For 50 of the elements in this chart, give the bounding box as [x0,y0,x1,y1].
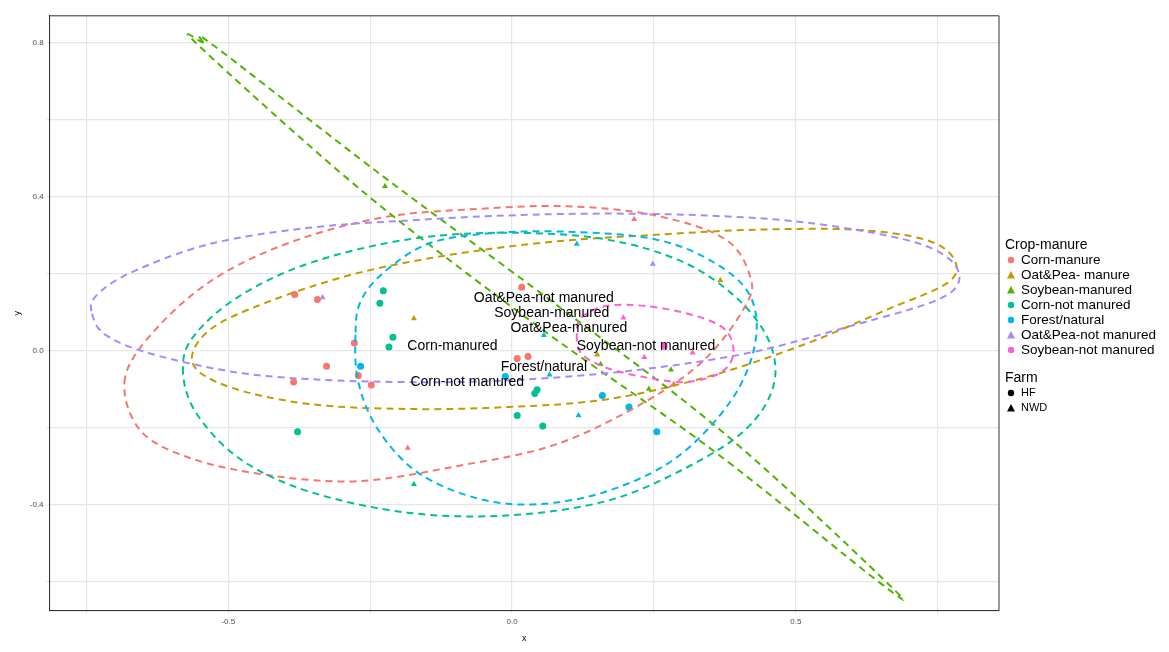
point [350,339,358,347]
point [653,428,661,436]
y-tick-label: 0.8 [32,37,45,47]
legend-label: Soybean-manured [1021,282,1133,297]
point [631,215,638,222]
point [385,343,393,351]
point [290,378,298,386]
legend-label: Corn-not manured [1021,297,1131,312]
point [357,362,365,370]
legend-label: Oat&Pea- manure [1021,267,1130,282]
y-tick-label: 0.0 [32,345,45,355]
point [641,353,648,360]
point [404,444,411,450]
legend-label: Soybean-not manured [1021,342,1155,357]
legend-label: HF [1021,385,1036,400]
point [367,381,375,389]
point [513,412,521,420]
text: Crop-manure [1005,236,1088,252]
point [389,333,397,341]
point [410,480,417,486]
x-tick-label: 0.5 [790,616,802,626]
point [376,299,384,307]
text: Farm [1005,369,1038,385]
point [379,287,387,295]
legend-label: NWD [1021,400,1048,415]
point [717,276,724,282]
annotation: Corn-not manured [410,372,525,389]
point [573,240,580,246]
x-tick-label: 0.0 [506,616,519,626]
annotation: Corn-manured [407,336,498,353]
legend-label: Corn-manure [1021,252,1101,267]
point [539,422,547,430]
point [531,390,539,398]
point [410,314,417,321]
x-tick-label: -0.5 [221,616,236,626]
y-tick-label: 0.4 [32,191,45,201]
legend-label: Forest/natural [1021,312,1105,327]
point [518,283,526,291]
point [323,362,331,370]
annotation: Forest/natural [500,357,588,374]
point [381,182,388,188]
y-tick-label: -0.4 [29,500,45,510]
y-axis-title: y [11,310,22,316]
legend-label: Oat&Pea-not manured [1021,327,1157,342]
x-axis-title: x [522,633,528,644]
point [294,428,302,436]
point [598,392,606,399]
point [313,296,321,304]
annotation: Soybean-not manured [576,336,716,353]
point [649,260,656,266]
